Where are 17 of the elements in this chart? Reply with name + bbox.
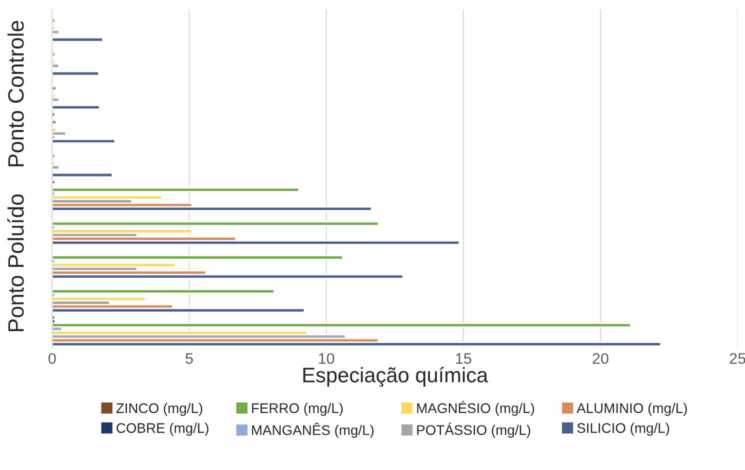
x-tick-label: 5 bbox=[186, 353, 193, 364]
legend-label: MANGANÊS (mg/L) bbox=[252, 422, 374, 438]
legend-label: FERRO (mg/L) bbox=[252, 402, 343, 416]
x-tick-label: 0 bbox=[48, 353, 56, 364]
x-axis-title: Especiação química bbox=[303, 366, 488, 387]
x-tick-label: 15 bbox=[456, 353, 472, 364]
x-tick-label: 20 bbox=[592, 353, 608, 364]
legend-label: POTÁSSIO (mg/L) bbox=[417, 422, 530, 438]
legend-label: MAGNÉSIO (mg/L) bbox=[417, 400, 534, 416]
legend-label: SILICIO (mg/L) bbox=[577, 422, 670, 436]
x-tick-label: 10 bbox=[318, 353, 334, 364]
legend-label: ALUMINIO (mg/L) bbox=[576, 402, 687, 416]
legend-label: ZINCO (mg/L) bbox=[116, 402, 202, 416]
legend-label: COBRE (mg/L) bbox=[116, 422, 208, 436]
text: Ponto Controle bbox=[8, 20, 24, 166]
x-tick-label: 25 bbox=[730, 353, 745, 364]
text: Ponto Poluído bbox=[7, 194, 24, 332]
